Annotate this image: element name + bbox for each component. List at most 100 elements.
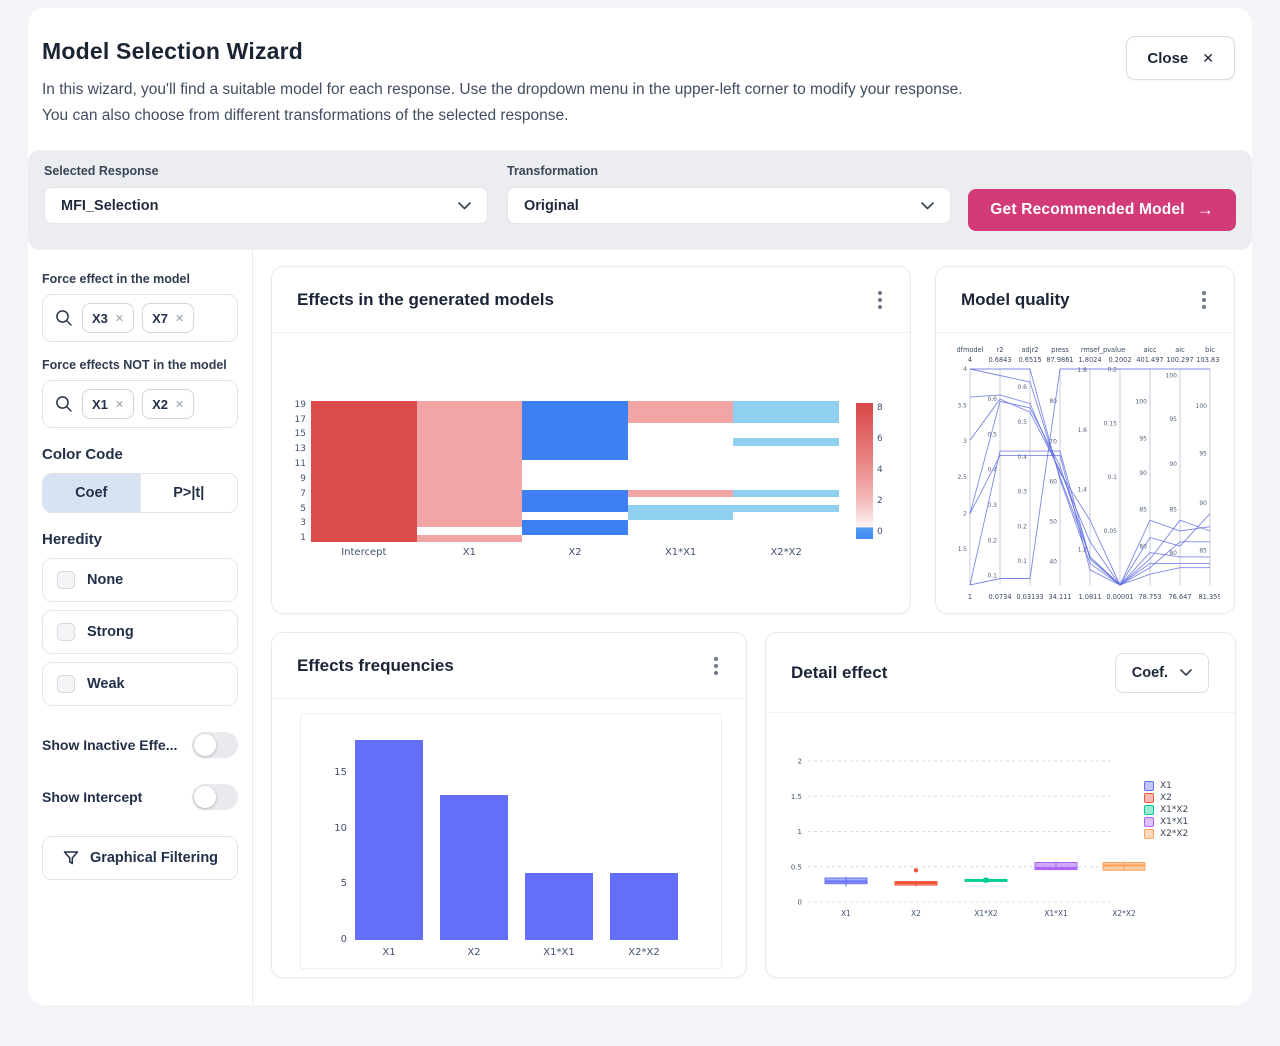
pq-axis-top-value: 1.8024 <box>1078 356 1101 364</box>
chip-label: X3 <box>92 310 108 326</box>
chip-remove-icon[interactable]: ✕ <box>114 398 125 411</box>
heatmap-cell <box>522 415 628 424</box>
heredity-option-label: Weak <box>87 676 125 692</box>
heatmap-cell <box>311 423 417 431</box>
selected-response-field: Selected Response MFI_Selection <box>44 164 488 224</box>
pq-tick-label: 0.2 <box>1107 366 1117 373</box>
card-detail-header: Detail effect Coef. <box>766 633 1235 713</box>
graphical-filtering-label: Graphical Filtering <box>89 850 219 866</box>
force-out-search[interactable]: X1 ✕ X2 ✕ <box>42 380 238 428</box>
funnel-icon <box>63 851 79 865</box>
pq-tick-label: 85 <box>1139 507 1147 514</box>
heatmap-cell <box>311 401 417 409</box>
heatmap-cell <box>522 452 628 461</box>
pq-axis-top-value: 100.297 <box>1166 356 1193 364</box>
pq-axis-bottom-value: 76.647 <box>1168 593 1191 601</box>
pq-tick-label: 95 <box>1169 416 1177 423</box>
bar-chart-x-tick: X1*X1 <box>543 947 575 958</box>
heatmap-cell <box>311 460 417 468</box>
close-button[interactable]: Close ✕ <box>1126 36 1235 80</box>
bar-chart-x-tick: X1 <box>382 947 396 958</box>
toggle-switch[interactable] <box>192 732 238 758</box>
colorbar-tick: 4 <box>877 465 883 476</box>
checkbox-icon[interactable] <box>57 675 75 693</box>
heatmap-cell <box>311 438 417 446</box>
selected-response-dropdown[interactable]: MFI_Selection <box>44 187 488 224</box>
filter-chip[interactable]: X2 ✕ <box>142 389 195 419</box>
heatmap-y-tick: 13 <box>294 444 306 455</box>
heatmap-cell <box>416 534 523 542</box>
pq-tick-label: 0.5 <box>1017 419 1027 426</box>
pq-line <box>970 368 1210 586</box>
heatmap-cell <box>522 401 628 409</box>
bp-outlier <box>913 868 919 873</box>
chip-remove-icon[interactable]: ✕ <box>175 398 185 411</box>
color-code-option-pt[interactable]: P>|t| <box>139 474 237 512</box>
pq-tick-label: 95 <box>1199 450 1207 457</box>
graphical-filtering-button[interactable]: Graphical Filtering <box>42 836 238 880</box>
heatmap-cell <box>416 482 523 491</box>
toggle-rows: Show Inactive Effe... Show Intercept <box>42 732 238 810</box>
color-code-option-coef[interactable]: Coef <box>43 474 140 512</box>
heatmap-cell <box>311 490 417 498</box>
heatmap-cell <box>733 497 839 505</box>
bar-chart-y-tick: 15 <box>334 767 347 778</box>
heatmap-cell <box>627 452 734 461</box>
heatmap-cell <box>522 490 628 498</box>
heredity-option-strong[interactable]: Strong <box>42 610 238 654</box>
chip-remove-icon[interactable]: ✕ <box>175 312 185 325</box>
detail-metric-dropdown[interactable]: Coef. <box>1114 652 1209 693</box>
pq-tick-label: 1.5 <box>957 546 967 553</box>
header: Model Selection Wizard In this wizard, y… <box>28 8 1252 150</box>
kebab-menu-icon[interactable] <box>870 285 890 315</box>
heatmap-x-tick: X2 <box>568 547 582 558</box>
checkbox-icon[interactable] <box>57 623 75 641</box>
bp-y-tick: 0.5 <box>791 863 802 871</box>
chip-remove-icon[interactable]: ✕ <box>114 312 125 325</box>
heatmap-cell <box>416 475 523 483</box>
heatmap-cell <box>522 460 628 468</box>
bar-chart: 0 5 10 15 X1 X2 X1*X1 X2*X2 <box>272 699 746 977</box>
pq-tick-label: 0.2 <box>987 537 997 544</box>
force-in-search[interactable]: X3 ✕ X7 ✕ <box>42 294 238 342</box>
pq-tick-label: 80 <box>1169 550 1177 557</box>
response-toolbar: Selected Response MFI_Selection Transfor… <box>28 150 1252 250</box>
checkbox-icon[interactable] <box>57 571 75 589</box>
heatmap-cell <box>416 460 523 468</box>
heatmap-cell <box>416 438 523 446</box>
heatmap-cell <box>416 452 523 461</box>
page-subtitle: In this wizard, you'll find a suitable m… <box>42 77 1235 129</box>
heatmap-cell <box>522 438 628 446</box>
filter-chip[interactable]: X1 ✕ <box>82 389 135 419</box>
legend-item: X2*X2 <box>1144 829 1188 839</box>
toggle-switch[interactable] <box>192 784 238 810</box>
heredity-option-none[interactable]: None <box>42 558 238 602</box>
filter-chip[interactable]: X7 ✕ <box>142 303 195 333</box>
pq-axis-bottom-value: 81.359 <box>1198 593 1220 601</box>
heatmap-cell <box>733 534 839 542</box>
heatmap-cell <box>416 527 523 535</box>
pq-tick-label: 0.05 <box>1104 528 1118 535</box>
pq-tick-label: 0.5 <box>987 431 997 438</box>
pq-tick-label: 0.6 <box>1017 384 1027 391</box>
transformation-field: Transformation Original <box>507 164 951 224</box>
heatmap-y-tick: 9 <box>300 473 306 484</box>
heatmap-cell <box>416 445 523 453</box>
heatmap-cell <box>311 408 417 416</box>
pq-tick-label: 1.6 <box>1077 427 1087 434</box>
heatmap-cell <box>733 452 839 461</box>
transformation-dropdown[interactable]: Original <box>507 187 951 224</box>
heatmap-cell <box>627 460 734 468</box>
kebab-menu-icon[interactable] <box>1194 285 1214 315</box>
heredity-option-weak[interactable]: Weak <box>42 662 238 706</box>
pq-line <box>969 400 1210 586</box>
heatmap-cell <box>416 490 523 498</box>
heatmap-y-tick: 19 <box>294 399 306 410</box>
filter-chip[interactable]: X3 ✕ <box>82 303 135 333</box>
pq-axis-bottom-value: 1 <box>968 593 972 601</box>
pq-tick-label: 0.15 <box>1104 420 1118 427</box>
legend-label: X2 <box>1160 793 1172 803</box>
kebab-menu-icon[interactable] <box>706 651 726 681</box>
pq-tick-label: 100 <box>1196 403 1208 410</box>
get-recommended-model-button[interactable]: Get Recommended Model → <box>968 189 1236 231</box>
